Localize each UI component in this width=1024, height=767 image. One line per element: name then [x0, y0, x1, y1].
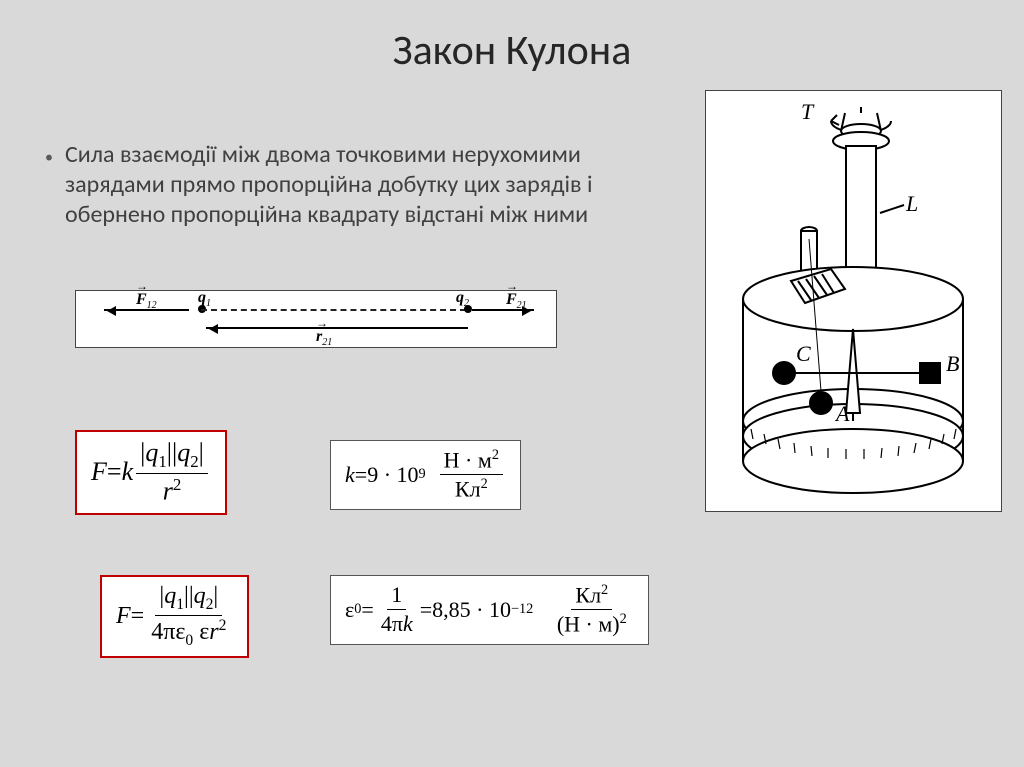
label-A: A — [834, 401, 850, 426]
formula-k-value: k = 9 · 109 Н · м2 Кл2 — [330, 440, 521, 510]
label-r21: r21 — [316, 328, 332, 348]
formula-coulomb-eps: F = |q1||q2| 4πε0 εr2 — [100, 575, 249, 658]
formula-eps0-value: ε0 = 1 4πk = 8,85 · 10−12 Кл2 (Н · м)2 — [330, 575, 649, 645]
f2-fraction: |q1||q2| 4πε0 εr2 — [147, 583, 230, 650]
label-B: B — [946, 351, 959, 376]
apparatus-svg: T L — [706, 91, 1001, 511]
k-unit-frac: Н · м2 Кл2 — [440, 447, 503, 503]
label-f21: F21 — [506, 291, 527, 311]
f1-fraction: |q1||q2| r2 — [136, 438, 208, 507]
slide: Закон Кулона • Сила взаємодії між двома … — [0, 0, 1024, 767]
torsion-balance-figure: T L — [705, 90, 1002, 512]
label-C: C — [796, 341, 811, 366]
f1-lhs: F — [91, 457, 107, 487]
formula-coulomb-k: F = k |q1||q2| r2 — [75, 430, 227, 515]
label-T: T — [801, 99, 815, 124]
distance-dash — [201, 309, 466, 311]
label-q1: q1 — [198, 289, 211, 309]
eps0-unit-frac: Кл2 (Н · м)2 — [553, 582, 631, 638]
eps0-frac1: 1 4πk — [377, 582, 417, 637]
label-f12: F12 — [136, 291, 157, 311]
bullet-mark: • — [45, 148, 53, 167]
law-description: Сила взаємодії між двома точковими нерух… — [65, 140, 645, 230]
arrow-r21 — [206, 327, 468, 329]
label-q2: q2 — [456, 289, 469, 309]
label-L: L — [905, 191, 918, 216]
force-vector-figure: F12 q1 q2 F21 r21 — [75, 290, 557, 348]
page-title: Закон Кулона — [0, 25, 1024, 76]
